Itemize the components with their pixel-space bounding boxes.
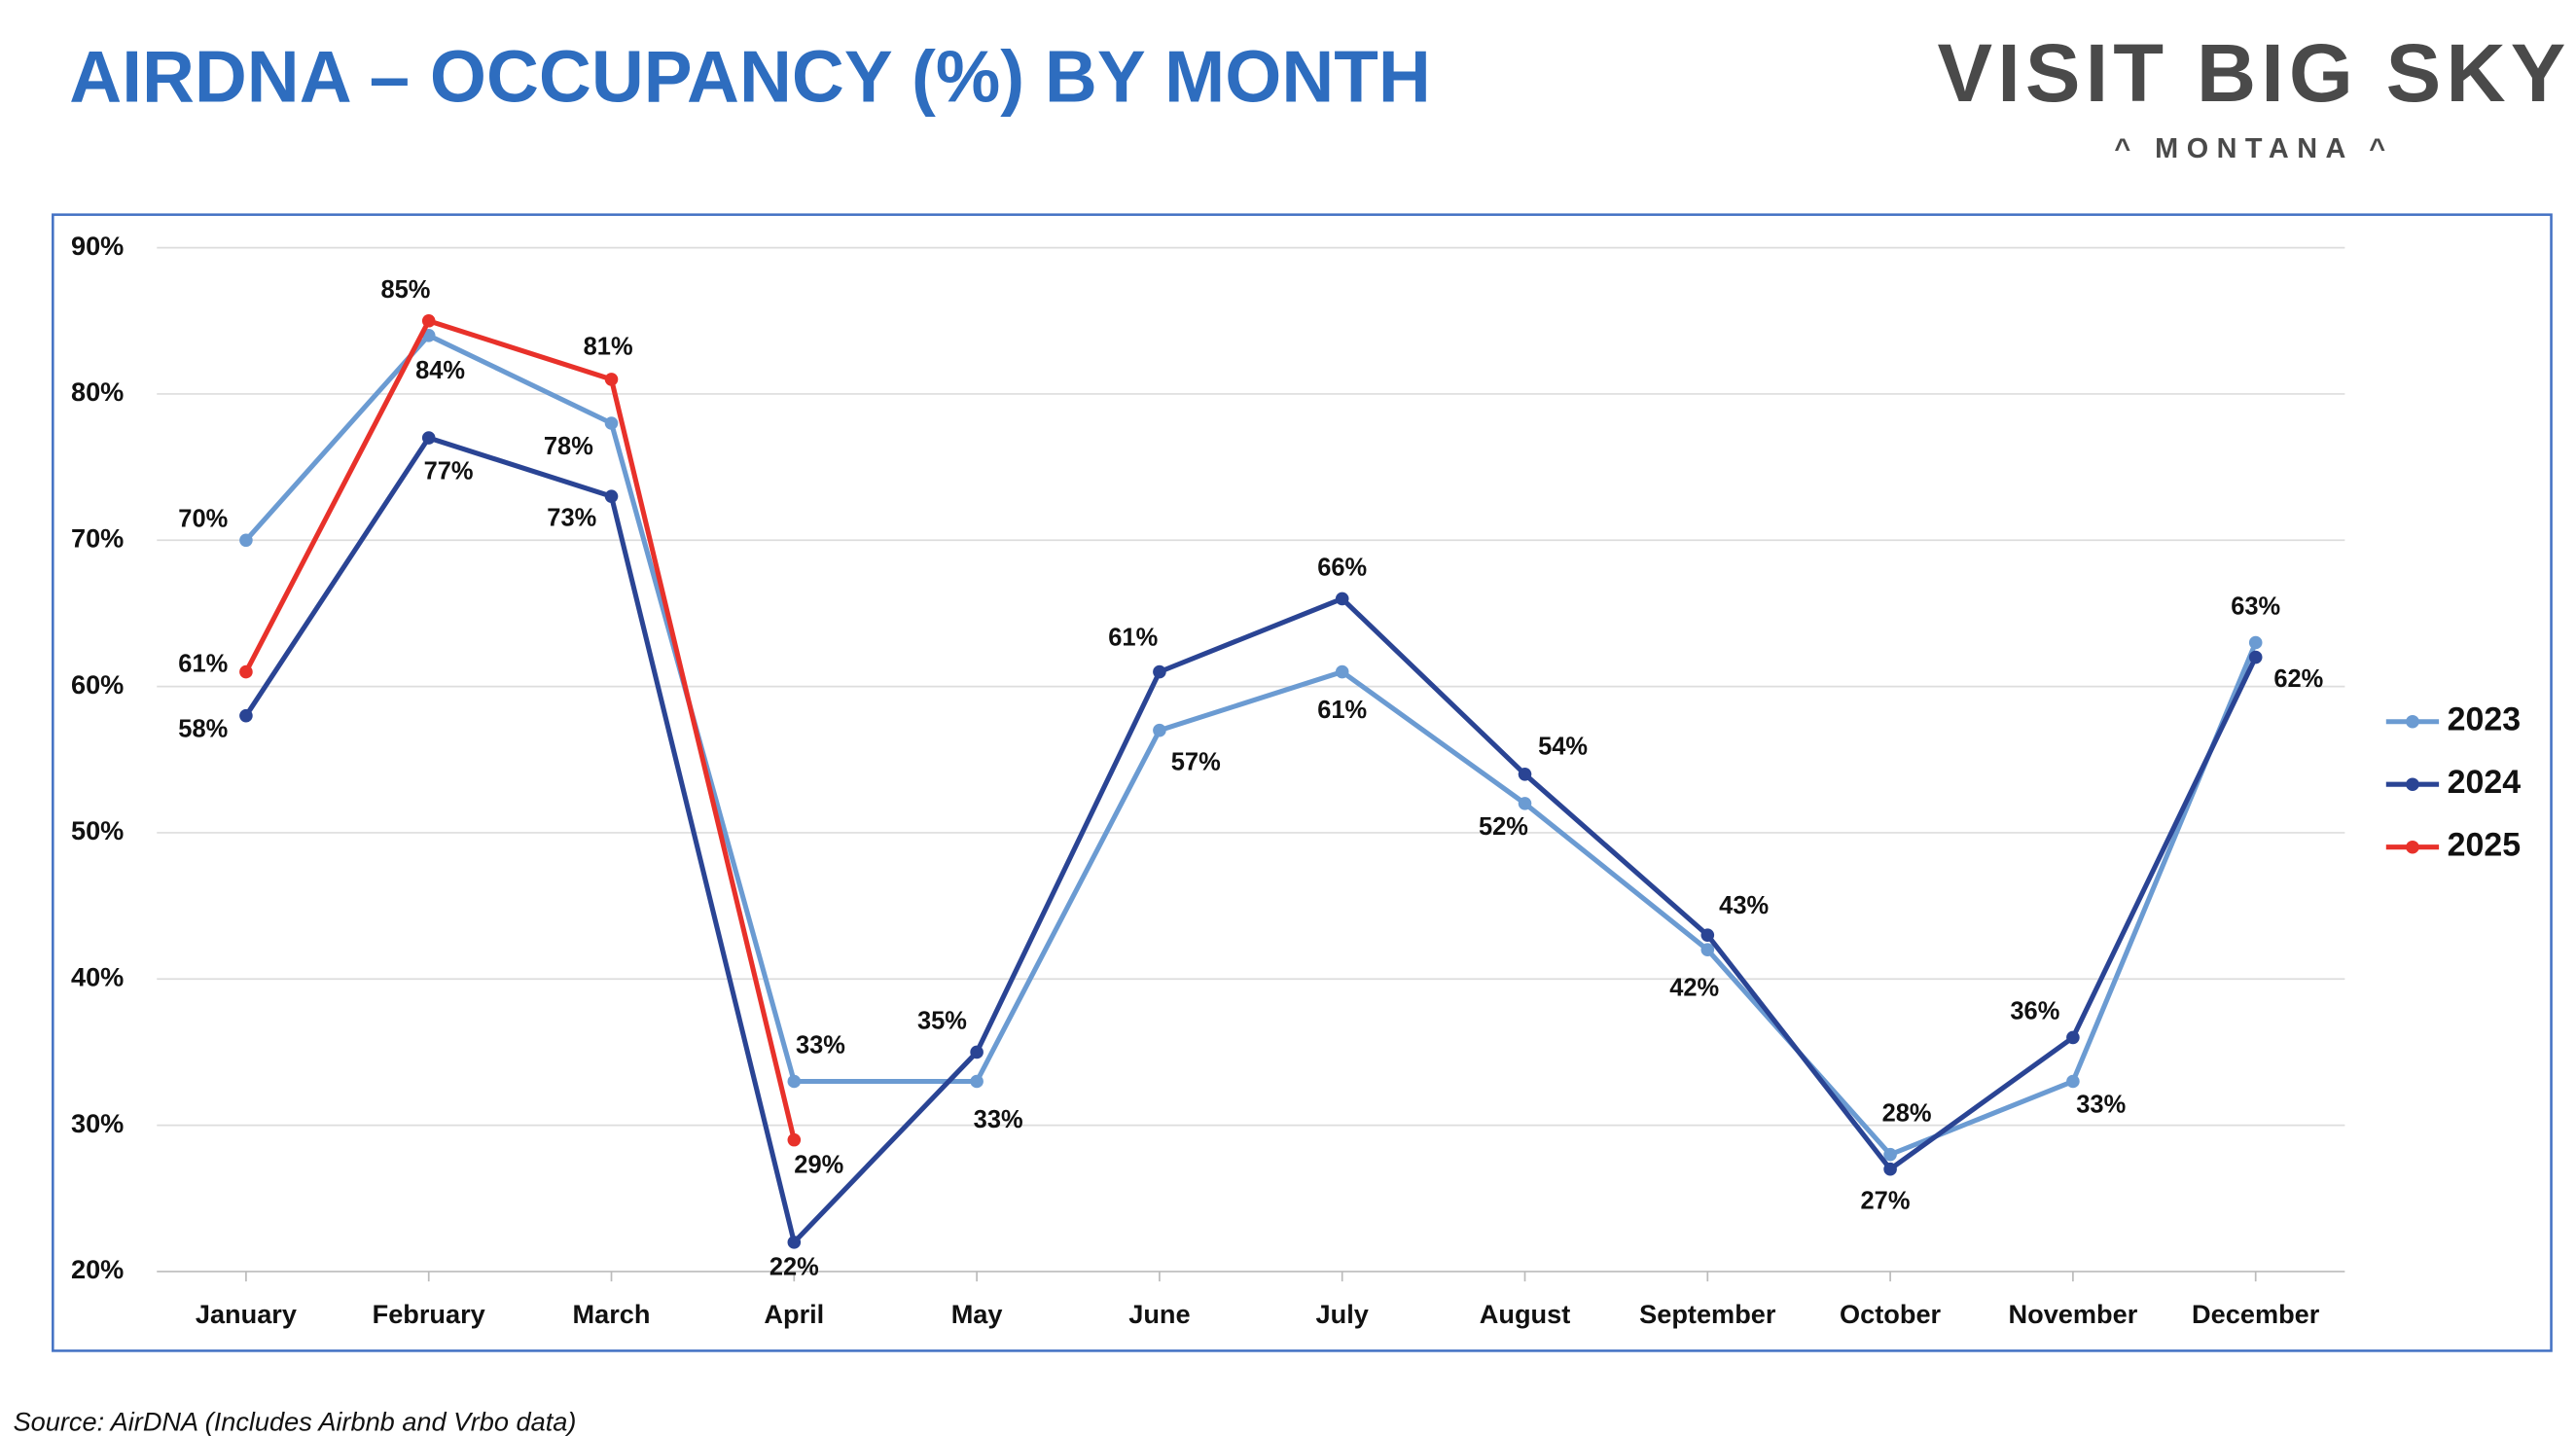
x-tick-label: March — [573, 1299, 651, 1329]
data-point — [1153, 664, 1166, 679]
data-point — [421, 431, 436, 445]
chart-frame — [52, 213, 2553, 1352]
data-label: 35% — [917, 1008, 967, 1035]
data-label: 57% — [1171, 748, 1221, 775]
data-label: 36% — [2010, 998, 2059, 1025]
data-label: 61% — [178, 651, 228, 678]
data-point — [787, 1074, 802, 1089]
legend-marker — [2406, 840, 2419, 854]
data-point — [1518, 768, 1532, 781]
data-label: 70% — [178, 506, 228, 533]
data-label: 43% — [1719, 892, 1769, 919]
data-label: 54% — [1538, 733, 1588, 760]
data-point — [970, 1045, 984, 1059]
legend-marker — [2406, 714, 2419, 729]
data-label: 81% — [584, 333, 633, 360]
legend-marker — [2406, 777, 2419, 792]
data-point — [604, 489, 619, 503]
y-tick-label: 30% — [71, 1108, 124, 1138]
legend-label: 2023 — [2448, 701, 2522, 738]
data-label: 29% — [794, 1152, 843, 1179]
data-label: 84% — [415, 357, 465, 384]
logo-subtitle: ^ MONTANA ^ — [2114, 133, 2393, 164]
y-tick-label: 60% — [71, 669, 124, 700]
y-tick-label: 20% — [71, 1254, 124, 1284]
y-tick-label: 50% — [71, 815, 124, 845]
data-point — [604, 416, 619, 430]
data-point — [1883, 1147, 1897, 1162]
data-label: 77% — [424, 457, 474, 485]
data-point — [239, 533, 253, 548]
data-point — [604, 373, 619, 386]
legend-label: 2025 — [2448, 827, 2522, 864]
data-label: 33% — [2076, 1092, 2126, 1119]
y-tick-label: 40% — [71, 961, 124, 991]
data-label: 33% — [974, 1106, 1023, 1133]
x-tick-label: November — [2009, 1299, 2138, 1329]
data-point — [1518, 797, 1532, 810]
x-tick-label: April — [764, 1299, 824, 1329]
data-point — [2066, 1074, 2080, 1089]
data-label: 78% — [544, 433, 593, 460]
data-label: 85% — [380, 276, 430, 304]
data-label: 62% — [2273, 665, 2323, 693]
data-label: 22% — [769, 1254, 819, 1281]
data-label: 42% — [1669, 975, 1719, 1002]
x-tick-label: February — [373, 1299, 485, 1329]
data-point — [2066, 1030, 2080, 1045]
data-label: 61% — [1317, 697, 1367, 724]
data-label: 73% — [547, 505, 596, 532]
series-line — [244, 333, 2259, 1158]
y-tick-label: 90% — [71, 231, 124, 261]
x-tick-label: October — [1840, 1299, 1941, 1329]
data-point — [2248, 635, 2263, 650]
x-tick-label: August — [1480, 1299, 1570, 1329]
data-point — [2248, 650, 2263, 664]
data-point — [787, 1132, 802, 1147]
data-point — [1700, 943, 1715, 956]
x-tick-label: December — [2192, 1299, 2320, 1329]
x-tick-label: January — [196, 1299, 297, 1329]
x-tick-label: September — [1639, 1299, 1776, 1329]
data-label: 66% — [1317, 555, 1367, 582]
data-label: 33% — [796, 1032, 845, 1059]
data-point — [970, 1074, 984, 1089]
data-point — [239, 708, 253, 723]
data-point — [1335, 664, 1349, 679]
x-tick-label: June — [1128, 1299, 1190, 1329]
data-point — [1153, 723, 1166, 737]
x-tick-label: May — [951, 1299, 1003, 1329]
data-label: 52% — [1479, 813, 1528, 841]
series-line — [243, 318, 797, 1141]
data-point — [1335, 592, 1349, 606]
data-label: 28% — [1882, 1100, 1932, 1128]
data-label: 61% — [1108, 624, 1158, 651]
series-line — [243, 435, 2258, 1245]
data-point — [787, 1236, 802, 1249]
data-point — [1883, 1162, 1897, 1176]
data-point — [421, 313, 436, 328]
y-tick-label: 80% — [71, 377, 124, 407]
data-label: 58% — [178, 716, 228, 743]
x-tick-label: July — [1316, 1299, 1369, 1329]
data-label: 63% — [2231, 593, 2280, 621]
legend-label: 2024 — [2448, 764, 2522, 801]
chart-title: AIRDNA – OCCUPANCY (%) BY MONTH — [69, 36, 1431, 118]
y-tick-label: 70% — [71, 522, 124, 553]
logo: VISIT BIG SKY — [1938, 26, 2571, 119]
source-note: Source: AirDNA (Includes Airbnb and Vrbo… — [14, 1406, 577, 1436]
data-label: 27% — [1861, 1187, 1911, 1214]
data-point — [1700, 928, 1715, 942]
data-point — [239, 664, 253, 679]
